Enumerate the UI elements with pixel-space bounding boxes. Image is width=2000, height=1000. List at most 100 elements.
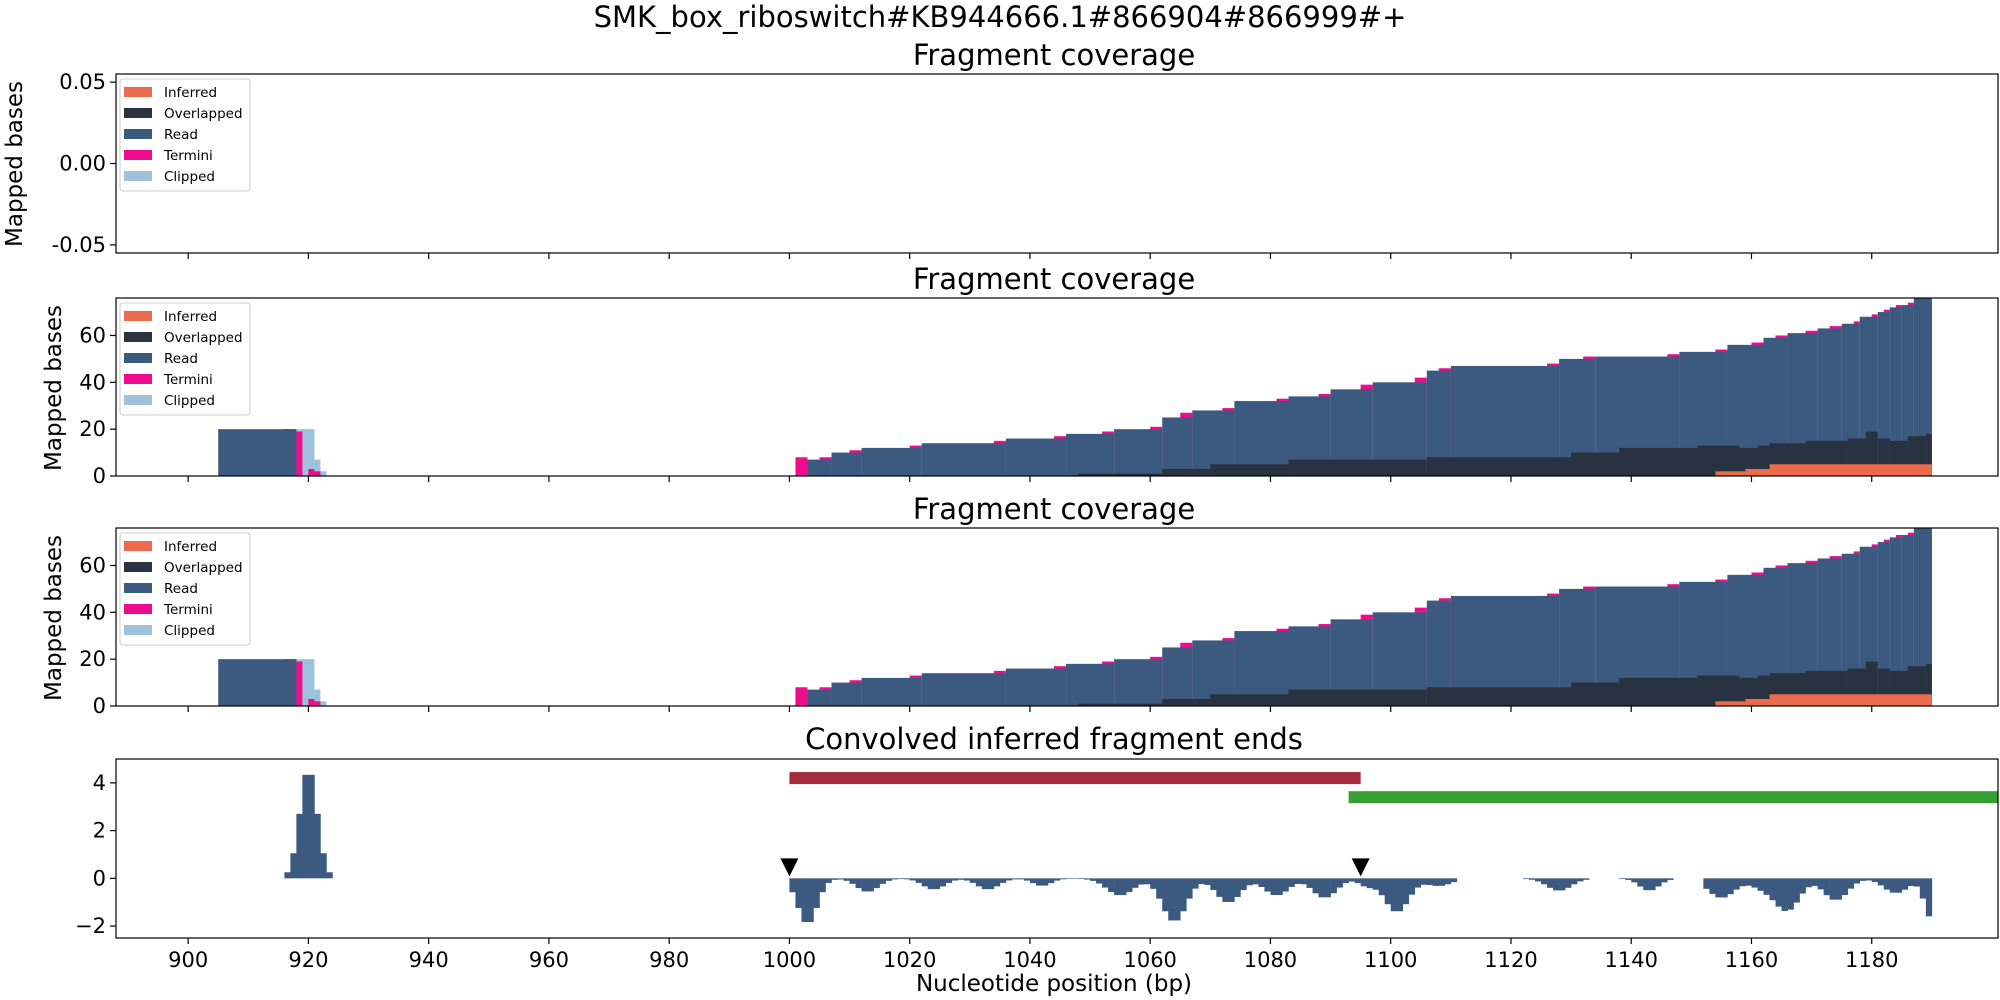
convolved-bar — [1396, 878, 1404, 912]
overlapped-segment — [1078, 473, 1163, 476]
y-tick-label: 0 — [93, 866, 106, 890]
convolved-bar — [308, 774, 315, 879]
convolved-bar — [284, 872, 291, 879]
convolved-bar — [1703, 878, 1710, 889]
convolved-bar — [1859, 878, 1867, 881]
convolved-bar — [1150, 878, 1157, 889]
legend-label-clipped: Clipped — [164, 393, 215, 409]
y-tick-label: 20 — [79, 417, 106, 441]
panel-1-title: Fragment coverage — [913, 38, 1195, 72]
boundary-marker-icon — [780, 858, 799, 877]
convolved-bar — [1342, 878, 1349, 884]
convolved-bar — [1655, 878, 1662, 887]
convolved-bar — [963, 878, 971, 881]
panel-2-ylabel: Mapped bases — [41, 305, 67, 471]
convolved-bar — [1649, 878, 1656, 891]
convolved-bar — [1811, 878, 1818, 886]
convolved-bar — [314, 813, 321, 879]
y-tick-label: 20 — [79, 647, 106, 671]
read-segment — [1877, 312, 1890, 476]
convolved-bar — [825, 878, 832, 883]
y-tick-label: 60 — [79, 553, 106, 577]
inferred-segment — [1715, 701, 1746, 706]
overlapped-segment — [1078, 703, 1163, 706]
convolved-bar — [1144, 878, 1151, 885]
read-segment — [1234, 631, 1289, 706]
convolved-bar — [1432, 878, 1440, 886]
convolved-bar — [1619, 878, 1626, 880]
x-tick-label: 1040 — [1003, 948, 1056, 972]
convolved-bar — [1853, 878, 1861, 884]
convolved-bar — [1745, 878, 1752, 886]
convolved-bar — [891, 878, 898, 880]
convolved-bar — [1529, 878, 1536, 880]
x-tick-label: 980 — [649, 948, 689, 972]
panel-3-frame — [115, 527, 1999, 707]
convolved-bar — [1444, 878, 1452, 885]
convolved-bar — [1919, 878, 1927, 899]
y-tick-label: 60 — [79, 323, 106, 347]
convolved-bar — [1078, 878, 1085, 880]
convolved-bar — [1282, 878, 1289, 892]
convolved-bar — [1799, 878, 1806, 894]
read-segment — [1841, 553, 1860, 706]
convolved-bar — [1721, 878, 1728, 898]
panel-2-plot-area — [218, 298, 1932, 476]
legend-label-overlapped: Overlapped — [164, 330, 243, 346]
convolved-bar — [1769, 878, 1776, 901]
overlapped-segment — [1210, 464, 1289, 476]
convolved-bar — [1625, 878, 1632, 880]
clipped-segment — [314, 459, 321, 476]
convolved-bar — [1324, 878, 1331, 898]
y-tick-label: -0.05 — [52, 233, 106, 257]
convolved-bar — [861, 878, 868, 892]
panel-1: Fragment coverage Mapped bases 0.05 0.00 -… — [2, 38, 1999, 259]
read-segment — [1234, 401, 1289, 476]
convolved-bar — [1547, 878, 1554, 888]
legend-swatch-termini — [124, 604, 152, 614]
convolved-bar — [1306, 878, 1313, 888]
legend-label-overlapped: Overlapped — [164, 106, 243, 122]
legend-swatch-inferred — [124, 311, 152, 321]
convolved-bar — [807, 878, 814, 922]
convolved-bar — [1667, 878, 1674, 880]
convolved-bar — [987, 878, 995, 890]
legend-label-inferred: Inferred — [164, 539, 217, 555]
overlapped-segment — [1619, 447, 1698, 476]
x-tick-label: 900 — [168, 948, 208, 972]
convolved-bar — [1216, 878, 1223, 897]
y-tick-label: −2 — [75, 914, 106, 938]
overlapped-segment — [1288, 689, 1427, 706]
convolved-bar — [945, 878, 953, 883]
convolved-bar — [1210, 878, 1217, 890]
convolved-bar — [1204, 878, 1211, 885]
termini-segment — [296, 431, 303, 476]
overlapped-segment — [1571, 682, 1620, 706]
read-segment — [921, 673, 1006, 706]
convolved-bar — [1829, 878, 1836, 900]
convolved-bar — [1029, 878, 1037, 884]
convolved-bar — [1793, 878, 1800, 903]
convolved-bar — [993, 878, 1001, 887]
convolved-bar — [1715, 878, 1722, 898]
convolved-bar — [1835, 878, 1842, 900]
convolved-bar — [1354, 878, 1361, 884]
y-tick-label: 40 — [79, 370, 106, 394]
range-bar-1 — [789, 772, 1361, 785]
legend-swatch-clipped — [124, 625, 152, 635]
convolved-bar — [1270, 878, 1277, 896]
x-tick-label: 960 — [529, 948, 569, 972]
convolved-bar — [1120, 878, 1127, 896]
panel-4: Convolved inferred fragment ends 4 2 0 −2 9… — [75, 722, 1999, 997]
convolved-bar — [1180, 878, 1187, 912]
convolved-bar — [1739, 878, 1746, 887]
convolved-bar — [1114, 878, 1121, 896]
overlapped-segment — [1619, 677, 1698, 706]
overlapped-segment — [1925, 433, 1932, 476]
inferred-segment — [1715, 471, 1746, 476]
convolved-bar — [1577, 878, 1584, 882]
convolved-bar — [1246, 878, 1253, 886]
convolved-bar — [1637, 878, 1644, 887]
panel-1-frame — [115, 73, 1999, 254]
panel-4-title: Convolved inferred fragment ends — [805, 722, 1303, 756]
